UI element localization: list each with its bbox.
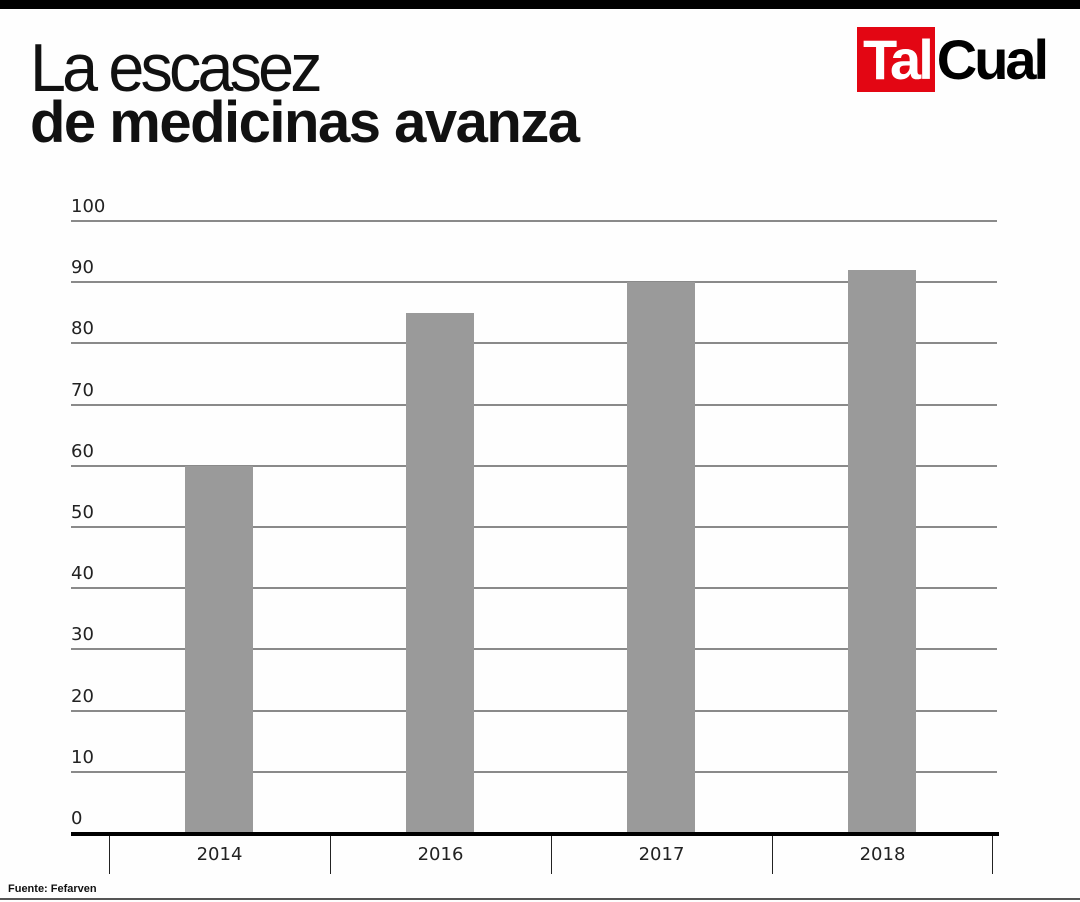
y-tick-label: 30 <box>71 624 94 646</box>
logo-cual: Cual <box>936 28 1049 91</box>
y-tick-label: 20 <box>71 685 94 707</box>
gridline <box>71 281 997 284</box>
x-separator <box>772 836 773 874</box>
bar-2014 <box>185 465 253 833</box>
gridline <box>71 709 997 712</box>
x-separator <box>109 836 110 874</box>
y-tick-label: 70 <box>71 379 94 401</box>
gridline <box>71 403 997 406</box>
bottom-rule <box>0 898 1080 900</box>
title-line-2: de medicinas avanza <box>30 90 580 155</box>
y-tick-label: 50 <box>71 502 94 523</box>
x-tick-label: 2016 <box>417 844 464 865</box>
gridline <box>71 770 997 773</box>
title-line-1: La escasez <box>30 30 323 106</box>
y-tick-label: 60 <box>71 440 94 462</box>
y-tick-label: 0 <box>71 808 83 829</box>
bar-2016 <box>406 312 474 833</box>
x-axis-baseline <box>71 832 999 836</box>
x-tick-label: 2018 <box>859 844 906 865</box>
y-tick-label: 80 <box>71 318 94 340</box>
x-tick-label: 2014 <box>196 844 243 865</box>
y-tick-label: 90 <box>71 257 94 279</box>
top-bar <box>0 0 1080 9</box>
bar-2017 <box>627 282 695 833</box>
gridline <box>71 526 997 528</box>
y-tick-label: 100 <box>71 196 106 217</box>
talcual-logo: Tal Cual <box>857 27 1049 92</box>
gridline <box>71 648 997 651</box>
logo-tal: Tal <box>857 27 935 92</box>
x-tick-label: 2017 <box>638 844 685 865</box>
gridline <box>71 464 997 467</box>
y-tick-label: 10 <box>71 746 94 768</box>
gridline <box>71 342 997 345</box>
bar-2018 <box>848 269 916 833</box>
gridline <box>71 587 997 590</box>
x-separator <box>551 836 552 874</box>
gridline <box>71 220 997 222</box>
x-separator <box>330 836 331 874</box>
y-tick-label: 40 <box>71 563 94 585</box>
source-note: Fuente: Fefarven <box>8 883 97 895</box>
x-separator <box>992 836 993 874</box>
